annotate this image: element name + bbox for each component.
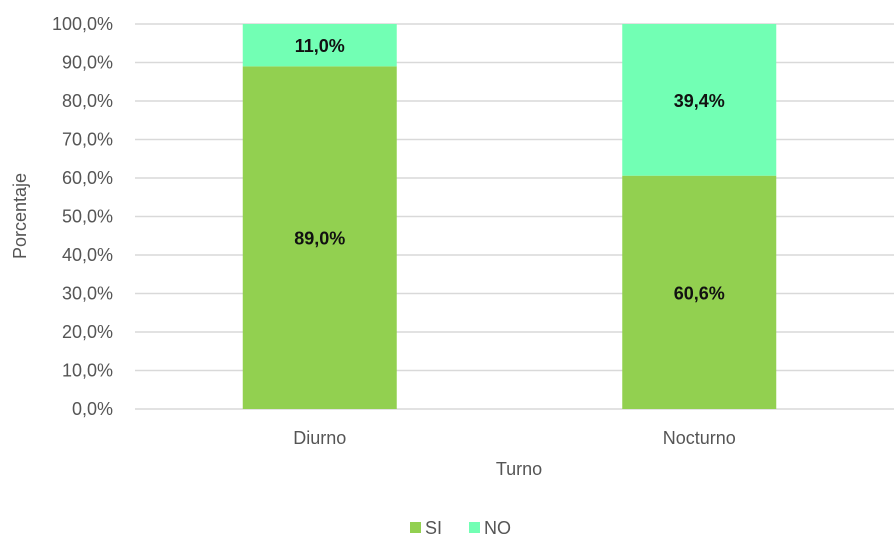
data-labels: 89,0% 11,0% 60,6% 39,4% [294,36,725,303]
y-tick-label: 40,0% [62,245,113,265]
x-axis-title: Turno [496,459,542,479]
bar-no-nocturno [622,24,777,176]
y-tick-label: 50,0% [62,207,113,227]
bars [242,24,777,409]
bar-no-diurno [242,24,397,67]
legend-swatch [469,522,480,533]
y-tick-label: 70,0% [62,130,113,150]
y-axis-title: Porcentaje [10,173,30,259]
legend-swatch [410,522,421,533]
y-tick-label: 20,0% [62,322,113,342]
x-axis-tick-labels: Diurno Nocturno [293,428,736,448]
y-tick-label: 30,0% [62,284,113,304]
data-label: 39,4% [674,91,725,111]
y-tick-label: 0,0% [72,399,113,419]
bar-si-diurno [242,66,397,409]
legend: SI NO [410,518,511,538]
data-label: 60,6% [674,283,725,303]
y-tick-label: 90,0% [62,53,113,73]
legend-label: NO [484,518,511,538]
y-axis-tick-labels: 0,0% 10,0% 20,0% 30,0% 40,0% 50,0% 60,0% 70,0% 8… [52,14,113,419]
data-label: 11,0% [295,36,345,56]
data-label: 89,0% [294,229,345,249]
bar-si-nocturno [622,175,777,409]
legend-label: SI [425,518,442,538]
y-tick-label: 10,0% [62,361,113,381]
y-tick-label: 80,0% [62,91,113,111]
y-tick-label: 100,0% [52,14,113,34]
x-tick-label: Nocturno [663,428,736,448]
x-tick-label: Diurno [293,428,346,448]
y-tick-label: 60,0% [62,168,113,188]
